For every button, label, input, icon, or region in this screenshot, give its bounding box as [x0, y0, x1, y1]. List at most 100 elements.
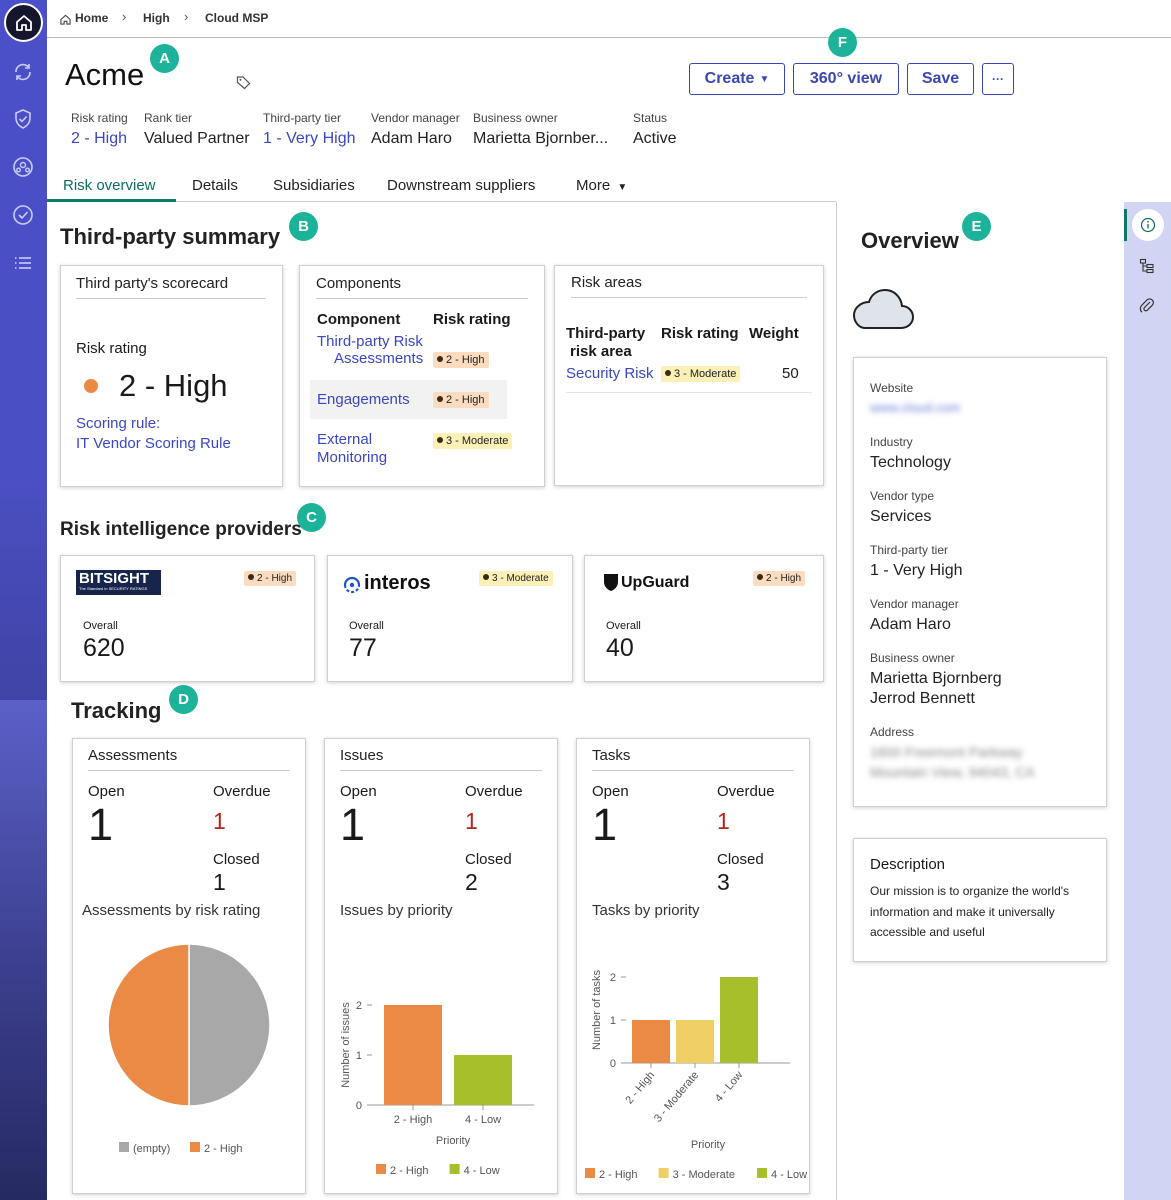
- tag-icon[interactable]: [236, 75, 251, 95]
- caret-down-icon: ▼: [617, 182, 628, 193]
- caret-down-icon: ▼: [759, 73, 770, 85]
- issues-title: Issues: [340, 747, 384, 764]
- y-tick-label: 0: [610, 1058, 616, 1070]
- component-link-external-monitoring[interactable]: External Monitoring: [317, 431, 387, 467]
- open-count[interactable]: 1: [592, 799, 618, 850]
- rating-badge: 3 - Moderate: [661, 366, 741, 382]
- closed-count[interactable]: 2: [465, 869, 478, 895]
- vendor-manager-value: Adam Haro: [371, 130, 452, 147]
- legend-swatch: [585, 1168, 595, 1178]
- open-label: Open: [592, 783, 629, 800]
- bar-2-high[interactable]: [632, 1020, 670, 1063]
- closed-count[interactable]: 3: [717, 869, 730, 895]
- legend-swatch: [658, 1168, 669, 1178]
- overview-title: Overview: [861, 228, 959, 253]
- annotation-d: D: [169, 685, 198, 714]
- chevron-right-icon: ›: [184, 9, 189, 24]
- component-link-engagements[interactable]: Engagements: [317, 391, 410, 408]
- overdue-count[interactable]: 1: [465, 808, 478, 834]
- overdue-count[interactable]: 1: [213, 808, 226, 834]
- components-title: Components: [316, 275, 402, 292]
- rating-badge-text: 2 - High: [257, 573, 293, 584]
- risk-areas-col-rating: Risk rating: [661, 325, 739, 342]
- home-icon[interactable]: [4, 3, 43, 42]
- third-party-tier-link[interactable]: 1 - Very High: [263, 130, 356, 147]
- interos-logo-icon: [342, 572, 362, 599]
- issues-card: [324, 738, 558, 1194]
- bar-4-low[interactable]: [720, 977, 758, 1063]
- rank-tier-value: Valued Partner: [144, 130, 250, 147]
- vendor-manager-label: Vendor manager: [371, 111, 460, 125]
- view-360-button[interactable]: 360° view: [793, 63, 899, 95]
- more-actions-button[interactable]: ···: [982, 63, 1014, 95]
- tab-more[interactable]: More ▼: [576, 177, 627, 194]
- vendor-type-value: Services: [870, 508, 932, 525]
- check-circle-icon[interactable]: [11, 203, 35, 227]
- overdue-count[interactable]: 1: [717, 808, 730, 834]
- risk-areas-col-weight: Weight: [749, 325, 799, 342]
- business-owner-value: Marietta Bjornber...: [473, 130, 609, 147]
- info-icon[interactable]: [1132, 209, 1164, 241]
- active-rail-indicator: [1124, 209, 1127, 241]
- tab-subsidiaries[interactable]: Subsidiaries: [273, 177, 355, 194]
- pie-slice-empty[interactable]: [188, 943, 271, 1107]
- provider-overall-value: 620: [83, 634, 125, 662]
- x-tick-label: 4 - Low: [465, 1114, 501, 1126]
- scoring-rule-label: Scoring rule:: [76, 415, 161, 432]
- hierarchy-icon[interactable]: [1139, 258, 1155, 279]
- rating-badge-text: 2 - High: [446, 394, 485, 406]
- divider: [566, 392, 812, 393]
- rating-badge-text: 3 - Moderate: [674, 368, 737, 380]
- closed-label: Closed: [465, 851, 512, 868]
- rating-badge-text: 3 - Moderate: [446, 435, 509, 447]
- component-name-line: Third-party Risk: [317, 333, 423, 350]
- risk-area-link-security[interactable]: Security Risk: [566, 365, 654, 382]
- legend-swatch-high: [190, 1142, 200, 1152]
- scorecard-risk-label: Risk rating: [76, 340, 147, 357]
- shield-check-icon[interactable]: [11, 107, 35, 131]
- upguard-logo-text: UpGuard: [621, 574, 690, 591]
- pie-slice-high[interactable]: [107, 943, 190, 1107]
- y-tick-label: 2: [356, 1000, 362, 1012]
- paperclip-icon[interactable]: [1139, 298, 1155, 319]
- interos-logo-text: interos: [364, 572, 431, 594]
- breadcrumb-high[interactable]: High: [143, 11, 170, 25]
- risk-rating-link[interactable]: 2 - High: [71, 130, 128, 147]
- list-icon[interactable]: [11, 251, 35, 275]
- open-label: Open: [88, 783, 125, 800]
- create-button[interactable]: Create ▼: [689, 63, 785, 95]
- scoring-rule-link[interactable]: IT Vendor Scoring Rule: [76, 435, 231, 452]
- breadcrumb-home[interactable]: Home: [75, 11, 109, 25]
- risk-dot-icon: [84, 379, 98, 393]
- save-button[interactable]: Save: [907, 63, 974, 95]
- manager-label: Vendor manager: [870, 597, 959, 611]
- annotation-b: B: [289, 212, 318, 241]
- refresh-icon[interactable]: [11, 60, 35, 84]
- bar-2-high[interactable]: [384, 1005, 442, 1105]
- open-count[interactable]: 1: [340, 799, 366, 850]
- tab-risk-overview[interactable]: Risk overview: [63, 177, 156, 194]
- description-card: [853, 838, 1107, 962]
- website-link[interactable]: www.cloud.com: [870, 400, 961, 415]
- bitsight-logo-tagline: The Standard in SECURITY RATINGS: [79, 586, 148, 591]
- status-value: Active: [633, 130, 677, 147]
- vendor-network-icon[interactable]: [11, 155, 35, 179]
- component-link-assessments[interactable]: Third-party Risk Assessments: [317, 333, 423, 367]
- chart-title-tasks: Tasks by priority: [592, 902, 700, 919]
- active-tab-indicator: [47, 199, 176, 202]
- overdue-label: Overdue: [717, 783, 775, 800]
- bar-3-moderate[interactable]: [676, 1020, 714, 1063]
- business-owner-label: Business owner: [473, 111, 558, 125]
- annotation-e: E: [962, 212, 991, 241]
- overview-details-card: [853, 357, 1107, 807]
- tab-details[interactable]: Details: [192, 177, 238, 194]
- x-axis-label: Priority: [691, 1139, 726, 1151]
- closed-count[interactable]: 1: [213, 869, 226, 895]
- provider-overall-value: 77: [349, 634, 377, 662]
- tab-downstream-suppliers[interactable]: Downstream suppliers: [387, 177, 536, 194]
- open-count[interactable]: 1: [88, 799, 114, 850]
- components-col-rating: Risk rating: [433, 311, 511, 328]
- page-title: Acme: [65, 57, 145, 92]
- bar-4-low[interactable]: [454, 1055, 512, 1105]
